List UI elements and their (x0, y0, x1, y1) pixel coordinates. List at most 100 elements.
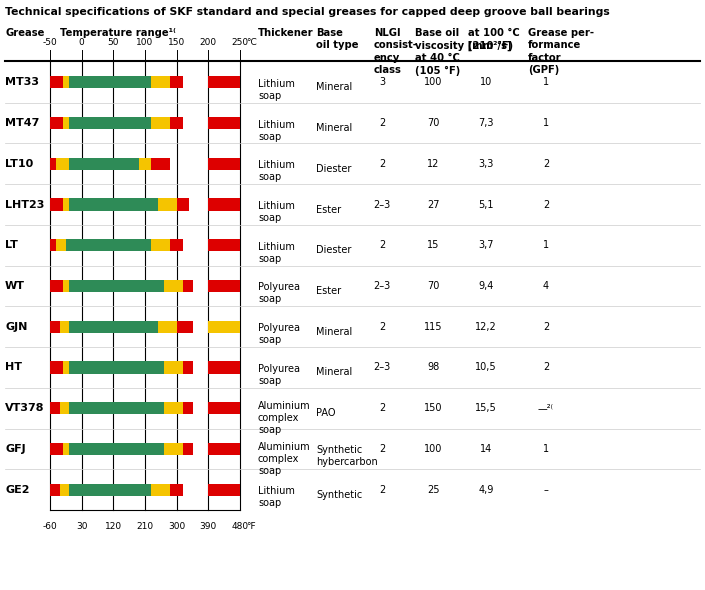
Text: 2: 2 (379, 444, 385, 454)
Text: Mineral: Mineral (316, 123, 352, 133)
Bar (59, 320, 69, 333)
Bar (152, 76, 171, 88)
Bar (152, 484, 171, 496)
Text: Polyurea
soap: Polyurea soap (258, 323, 300, 345)
Text: 0: 0 (79, 38, 85, 47)
Text: 150: 150 (168, 38, 185, 47)
Bar (50, 402, 59, 414)
Bar (69, 198, 158, 211)
Text: 1: 1 (543, 444, 549, 454)
Bar (50, 117, 63, 129)
Text: HT: HT (5, 362, 22, 372)
Bar (63, 361, 69, 373)
Bar (209, 239, 240, 251)
Text: 150: 150 (424, 403, 442, 413)
Text: 2: 2 (379, 322, 385, 332)
Text: Mineral: Mineral (316, 327, 352, 337)
Text: Aluminium
complex
soap: Aluminium complex soap (258, 442, 311, 476)
Bar (59, 402, 69, 414)
Text: Mineral: Mineral (316, 368, 352, 378)
Bar (69, 484, 152, 496)
Text: 3,7: 3,7 (478, 240, 493, 250)
Text: 3,3: 3,3 (478, 159, 493, 169)
Text: MT33: MT33 (5, 77, 39, 87)
Text: Base
oil type: Base oil type (316, 28, 359, 50)
Text: Lithium
soap: Lithium soap (258, 120, 295, 142)
Text: 2: 2 (379, 159, 385, 169)
Bar (50, 280, 63, 292)
Text: —²⁽: —²⁽ (538, 403, 554, 413)
Text: –: – (544, 484, 548, 494)
Bar (69, 361, 164, 373)
Bar (158, 320, 177, 333)
Text: GJN: GJN (5, 322, 27, 332)
Text: 1: 1 (543, 240, 549, 250)
Bar (158, 198, 177, 211)
Bar (209, 158, 240, 170)
Text: 2–3: 2–3 (374, 199, 391, 209)
Text: 5,1: 5,1 (478, 199, 493, 209)
Bar (209, 320, 240, 333)
Text: 50: 50 (108, 38, 119, 47)
Text: 2–3: 2–3 (374, 362, 391, 372)
Bar (50, 158, 56, 170)
Text: 3: 3 (379, 77, 385, 87)
Text: 1: 1 (543, 118, 549, 128)
Text: Technical specifications of SKF standard and special greases for capped deep gro: Technical specifications of SKF standard… (5, 7, 610, 17)
Bar (63, 198, 69, 211)
Text: Aluminium
complex
soap: Aluminium complex soap (258, 401, 311, 435)
Text: Polyurea
soap: Polyurea soap (258, 364, 300, 386)
Bar (209, 443, 240, 455)
Text: 1: 1 (543, 77, 549, 87)
Text: 4,9: 4,9 (478, 484, 493, 494)
Bar (171, 484, 183, 496)
Text: LHT23: LHT23 (5, 199, 44, 209)
Text: VT378: VT378 (5, 403, 44, 413)
Text: Synthetic
hybercarbon: Synthetic hybercarbon (316, 445, 378, 467)
Bar (50, 239, 56, 251)
Text: Lithium
soap: Lithium soap (258, 242, 295, 264)
Text: 98: 98 (427, 362, 439, 372)
Bar (152, 239, 171, 251)
Bar (209, 484, 240, 496)
Bar (69, 320, 158, 333)
Text: -60: -60 (42, 522, 57, 531)
Bar (209, 361, 240, 373)
Bar (69, 443, 164, 455)
Bar (63, 443, 69, 455)
Text: 2: 2 (543, 199, 549, 209)
Text: 210: 210 (137, 522, 154, 531)
Text: 480: 480 (231, 522, 249, 531)
Text: °F: °F (246, 522, 256, 531)
Bar (63, 76, 69, 88)
Text: LT10: LT10 (5, 159, 33, 169)
Text: 300: 300 (168, 522, 185, 531)
Text: Lithium
soap: Lithium soap (258, 201, 295, 223)
Bar (69, 76, 152, 88)
Bar (152, 158, 171, 170)
Text: -50: -50 (42, 38, 57, 47)
Bar (50, 198, 63, 211)
Text: 9,4: 9,4 (478, 281, 493, 291)
Text: Lithium
soap: Lithium soap (258, 486, 295, 508)
Text: 10: 10 (480, 77, 492, 87)
Bar (50, 320, 59, 333)
Text: Grease: Grease (5, 28, 44, 38)
Text: GE2: GE2 (5, 484, 30, 494)
Bar (63, 117, 69, 129)
Bar (50, 76, 63, 88)
Bar (69, 402, 164, 414)
Bar (56, 239, 66, 251)
Text: 2: 2 (379, 118, 385, 128)
Text: 7,3: 7,3 (478, 118, 493, 128)
Text: Polyurea
soap: Polyurea soap (258, 283, 300, 304)
Bar (209, 117, 240, 129)
Text: Lithium
soap: Lithium soap (258, 160, 295, 182)
Text: Ester: Ester (316, 205, 341, 215)
Bar (177, 320, 192, 333)
Text: Lithium
soap: Lithium soap (258, 79, 295, 101)
Text: 12: 12 (427, 159, 439, 169)
Text: Diester: Diester (316, 164, 351, 174)
Text: 2: 2 (543, 159, 549, 169)
Bar (177, 198, 190, 211)
